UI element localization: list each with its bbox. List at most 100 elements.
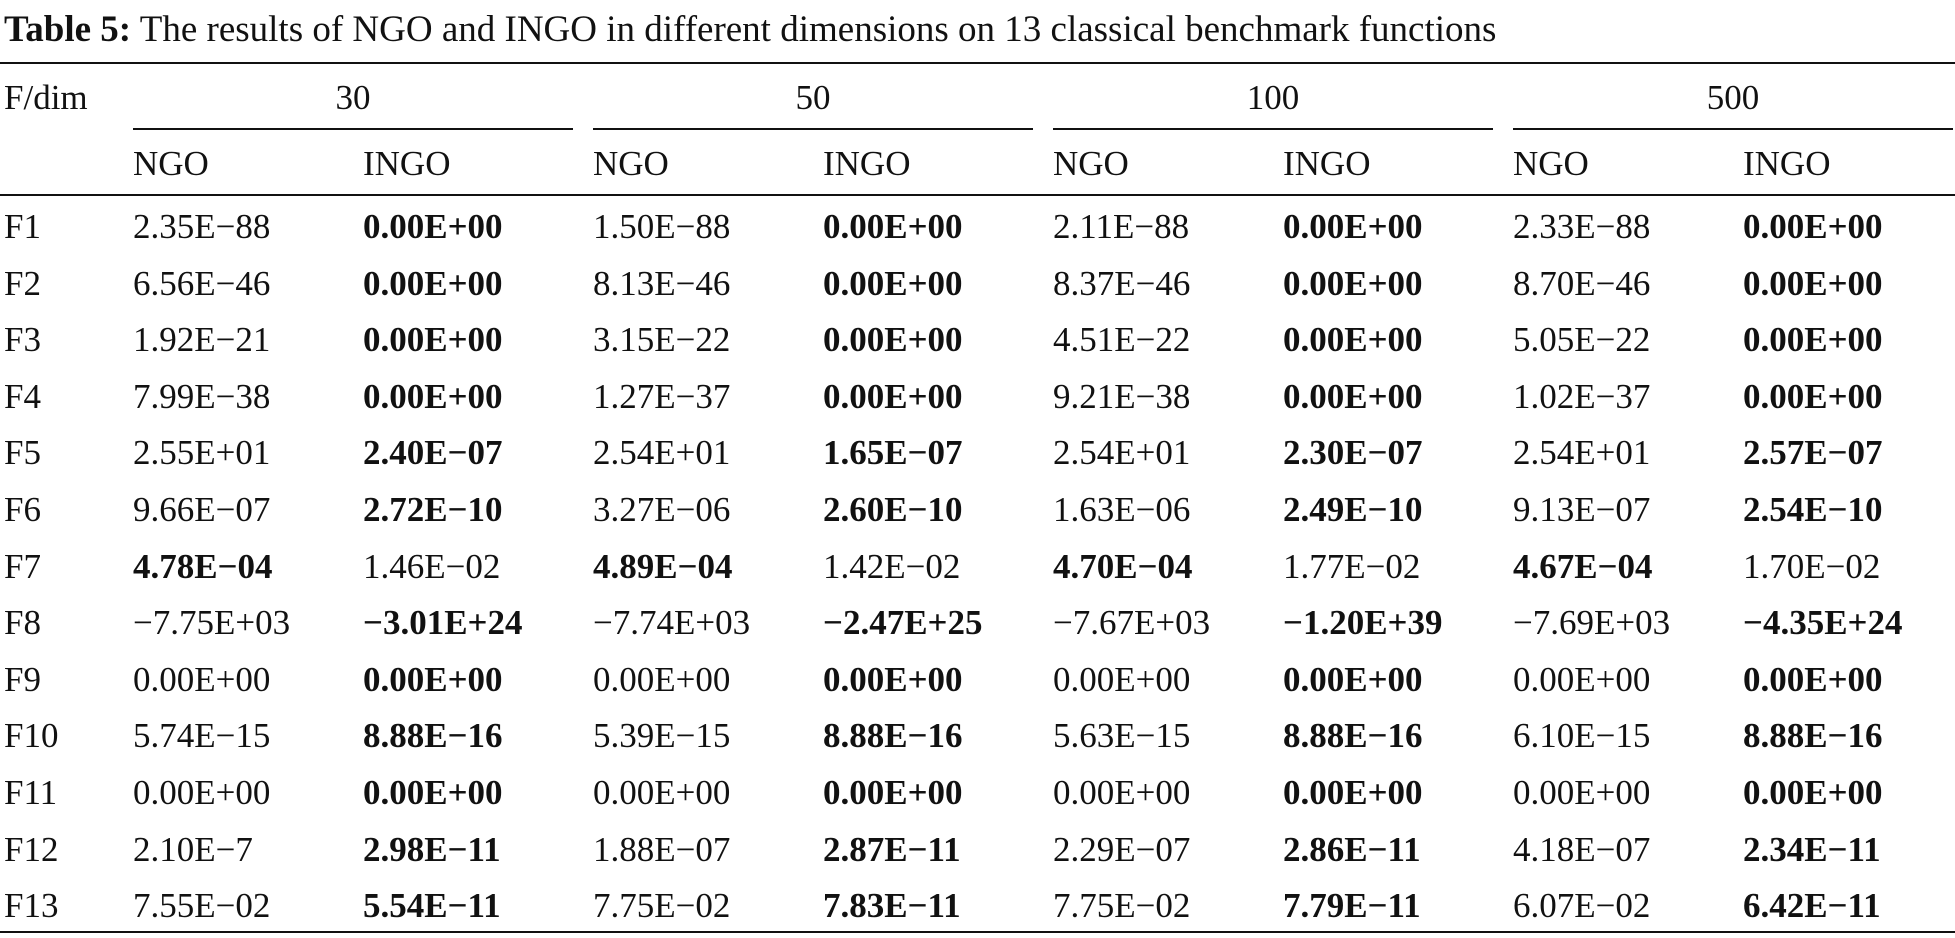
ngo-value-cell: 5.63E−15 bbox=[1053, 716, 1191, 755]
ngo-value-cell: 4.67E−04 bbox=[1513, 547, 1653, 586]
ngo-value-cell: 4.78E−04 bbox=[133, 547, 273, 586]
ngo-value-cell: 1.02E−37 bbox=[1513, 377, 1651, 416]
sub-header-ingo-500: INGO bbox=[1743, 144, 1831, 183]
ngo-value-cell: 2.55E+01 bbox=[133, 433, 271, 472]
ngo-value-cell: 5.74E−15 bbox=[133, 716, 271, 755]
row-function-label: F5 bbox=[4, 433, 41, 472]
header-rule bbox=[0, 194, 1955, 196]
group-rule-30 bbox=[133, 128, 573, 130]
ngo-value-cell: 6.10E−15 bbox=[1513, 716, 1651, 755]
row-function-label: F12 bbox=[4, 830, 59, 869]
ingo-value-cell: 2.30E−07 bbox=[1283, 433, 1423, 472]
bottom-rule bbox=[0, 931, 1955, 933]
ngo-value-cell: 9.13E−07 bbox=[1513, 490, 1651, 529]
ngo-value-cell: −7.67E+03 bbox=[1053, 603, 1211, 642]
ingo-value-cell: 0.00E+00 bbox=[1743, 320, 1883, 359]
ingo-value-cell: 0.00E+00 bbox=[363, 773, 503, 812]
ingo-value-cell: 0.00E+00 bbox=[823, 377, 963, 416]
ngo-value-cell: 2.35E−88 bbox=[133, 207, 271, 246]
ingo-value-cell: 8.88E−16 bbox=[1743, 716, 1883, 755]
caption-label: Table 5: bbox=[4, 9, 132, 50]
ngo-value-cell: 7.55E−02 bbox=[133, 886, 271, 925]
sub-header-ingo-50: INGO bbox=[823, 144, 911, 183]
ingo-value-cell: 7.79E−11 bbox=[1283, 886, 1421, 925]
ngo-value-cell: 0.00E+00 bbox=[593, 660, 731, 699]
ngo-value-cell: 2.10E−7 bbox=[133, 830, 253, 869]
corner-header: F/dim bbox=[4, 78, 88, 117]
ngo-value-cell: 4.70E−04 bbox=[1053, 547, 1193, 586]
ingo-value-cell: −2.47E+25 bbox=[823, 603, 983, 642]
ingo-value-cell: 1.42E−02 bbox=[823, 547, 961, 586]
ngo-value-cell: 1.50E−88 bbox=[593, 207, 731, 246]
ngo-value-cell: 8.37E−46 bbox=[1053, 264, 1191, 303]
ngo-value-cell: 4.18E−07 bbox=[1513, 830, 1651, 869]
ngo-value-cell: 7.75E−02 bbox=[1053, 886, 1191, 925]
ingo-value-cell: 0.00E+00 bbox=[1743, 660, 1883, 699]
ngo-value-cell: 6.07E−02 bbox=[1513, 886, 1651, 925]
ingo-value-cell: 0.00E+00 bbox=[1283, 773, 1423, 812]
group-rule-500 bbox=[1513, 128, 1953, 130]
sub-header-ngo-50: NGO bbox=[593, 144, 669, 183]
ingo-value-cell: 0.00E+00 bbox=[1283, 660, 1423, 699]
ingo-value-cell: 2.57E−07 bbox=[1743, 433, 1883, 472]
ingo-value-cell: 0.00E+00 bbox=[1283, 377, 1423, 416]
ingo-value-cell: 0.00E+00 bbox=[1283, 264, 1423, 303]
ingo-value-cell: −4.35E+24 bbox=[1743, 603, 1903, 642]
ingo-value-cell: 0.00E+00 bbox=[1743, 264, 1883, 303]
ingo-value-cell: 2.87E−11 bbox=[823, 830, 961, 869]
ingo-value-cell: 5.54E−11 bbox=[363, 886, 501, 925]
ingo-value-cell: 0.00E+00 bbox=[823, 660, 963, 699]
ngo-value-cell: 0.00E+00 bbox=[133, 660, 271, 699]
ingo-value-cell: 0.00E+00 bbox=[823, 264, 963, 303]
ingo-value-cell: 2.72E−10 bbox=[363, 490, 503, 529]
ingo-value-cell: 8.88E−16 bbox=[363, 716, 503, 755]
dim-header-100: 100 bbox=[1246, 78, 1300, 117]
ngo-value-cell: 0.00E+00 bbox=[593, 773, 731, 812]
ingo-value-cell: 1.46E−02 bbox=[363, 547, 501, 586]
ingo-value-cell: 8.88E−16 bbox=[823, 716, 963, 755]
ngo-value-cell: 2.11E−88 bbox=[1053, 207, 1190, 246]
ngo-value-cell: 2.54E+01 bbox=[1513, 433, 1651, 472]
sub-header-ngo-500: NGO bbox=[1513, 144, 1589, 183]
row-function-label: F13 bbox=[4, 886, 59, 925]
ngo-value-cell: 0.00E+00 bbox=[1053, 773, 1191, 812]
ingo-value-cell: 0.00E+00 bbox=[1283, 207, 1423, 246]
row-function-label: F7 bbox=[4, 547, 41, 586]
ngo-value-cell: 2.54E+01 bbox=[1053, 433, 1191, 472]
ingo-value-cell: 6.42E−11 bbox=[1743, 886, 1881, 925]
ingo-value-cell: 2.49E−10 bbox=[1283, 490, 1423, 529]
ingo-value-cell: −1.20E+39 bbox=[1283, 603, 1443, 642]
ngo-value-cell: −7.74E+03 bbox=[593, 603, 751, 642]
ngo-value-cell: 4.89E−04 bbox=[593, 547, 733, 586]
ingo-value-cell: 2.98E−11 bbox=[363, 830, 501, 869]
row-function-label: F1 bbox=[4, 207, 41, 246]
ngo-value-cell: 8.70E−46 bbox=[1513, 264, 1651, 303]
ngo-value-cell: 7.99E−38 bbox=[133, 377, 271, 416]
top-rule bbox=[0, 62, 1955, 64]
ngo-value-cell: 2.33E−88 bbox=[1513, 207, 1651, 246]
ngo-value-cell: −7.69E+03 bbox=[1513, 603, 1671, 642]
sub-header-ingo-30: INGO bbox=[363, 144, 451, 183]
row-function-label: F4 bbox=[4, 377, 41, 416]
group-rule-100 bbox=[1053, 128, 1493, 130]
ngo-value-cell: 9.21E−38 bbox=[1053, 377, 1191, 416]
ingo-value-cell: 8.88E−16 bbox=[1283, 716, 1423, 755]
ngo-value-cell: −7.75E+03 bbox=[133, 603, 291, 642]
table-caption: Table 5: The results of NGO and INGO in … bbox=[4, 4, 1952, 56]
ingo-value-cell: 0.00E+00 bbox=[363, 207, 503, 246]
ngo-value-cell: 4.51E−22 bbox=[1053, 320, 1191, 359]
ingo-value-cell: 0.00E+00 bbox=[363, 320, 503, 359]
dim-header-30: 30 bbox=[335, 78, 371, 117]
row-function-label: F8 bbox=[4, 603, 41, 642]
ingo-value-cell: 7.83E−11 bbox=[823, 886, 961, 925]
ingo-value-cell: 0.00E+00 bbox=[823, 773, 963, 812]
ingo-value-cell: 2.60E−10 bbox=[823, 490, 963, 529]
caption-text: The results of NGO and INGO in different… bbox=[131, 9, 1497, 50]
dim-header-500: 500 bbox=[1706, 78, 1760, 117]
ingo-value-cell: 0.00E+00 bbox=[1743, 207, 1883, 246]
dim-header-50: 50 bbox=[795, 78, 831, 117]
ngo-value-cell: 0.00E+00 bbox=[1513, 660, 1651, 699]
ingo-value-cell: 1.70E−02 bbox=[1743, 547, 1881, 586]
row-function-label: F6 bbox=[4, 490, 41, 529]
row-function-label: F11 bbox=[4, 773, 58, 812]
